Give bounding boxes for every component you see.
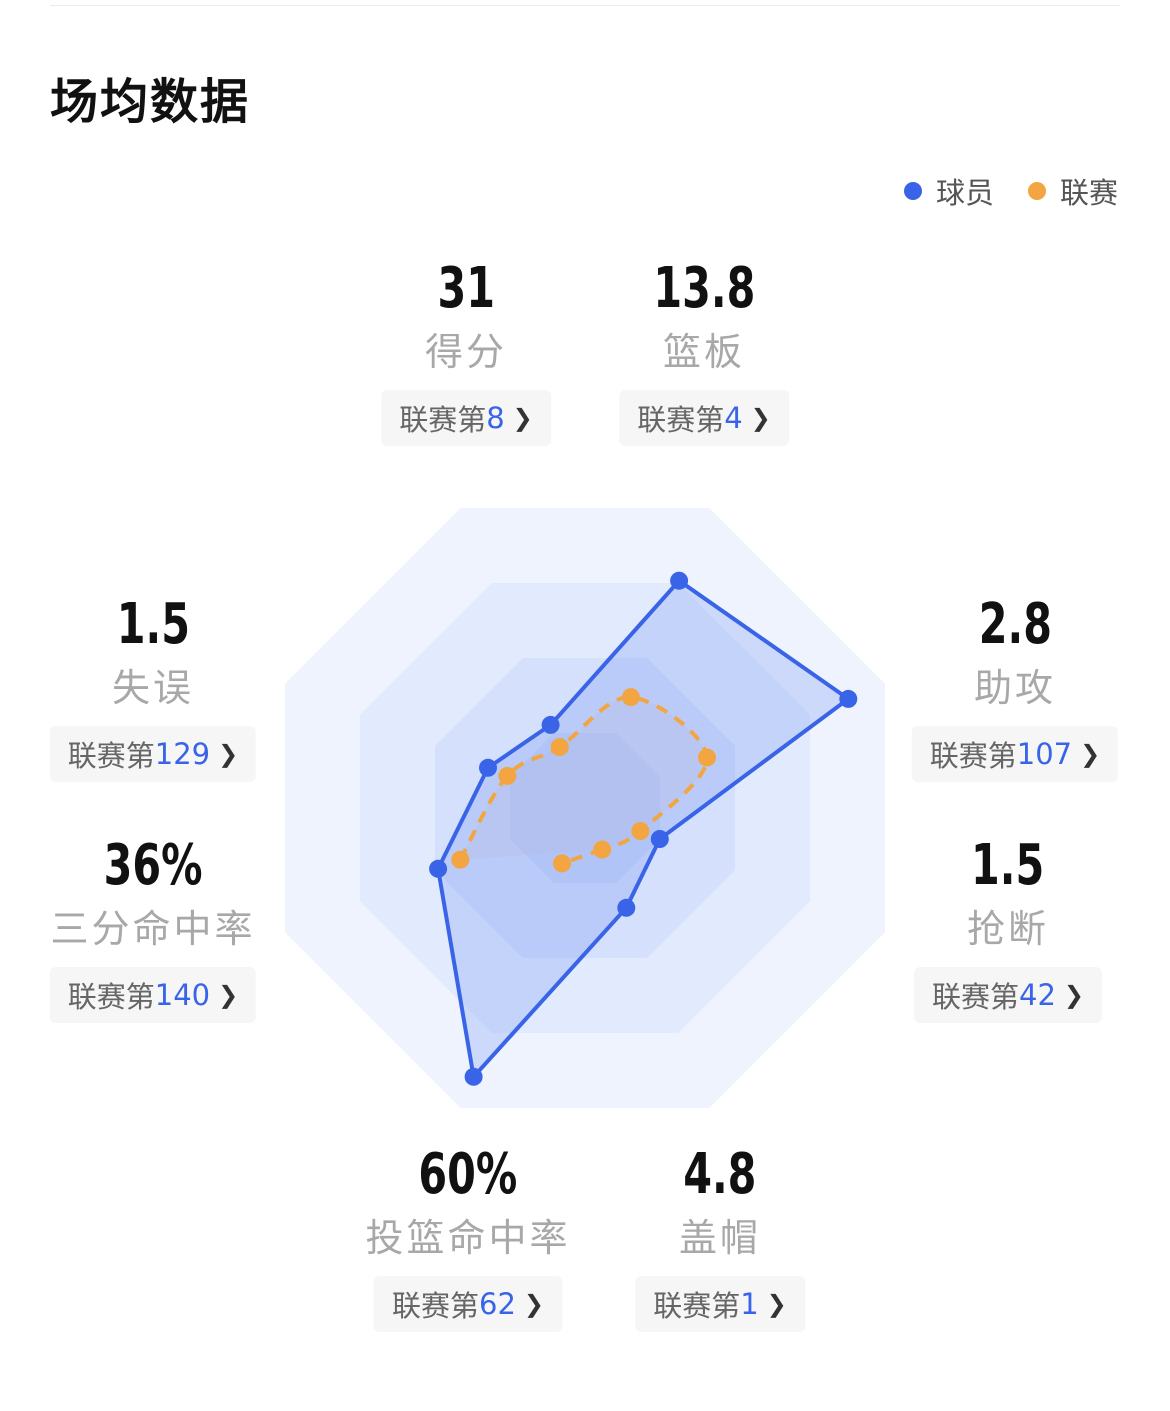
league-point-抢断 xyxy=(593,840,612,859)
radar-ring-4 xyxy=(510,733,660,883)
stat-label: 篮板 xyxy=(662,330,746,374)
stat-assists: 2.8 助攻 联赛第 107 ❯ xyxy=(911,592,1119,782)
legend-dot-player xyxy=(903,182,922,200)
stat-label: 抢断 xyxy=(966,907,1049,951)
rank-number: 62 xyxy=(478,1287,516,1321)
rank-number: 107 xyxy=(1016,737,1073,771)
chart-legend: 球员 联赛 xyxy=(870,170,1118,212)
rank-number: 42 xyxy=(1019,978,1056,1012)
rank-number: 4 xyxy=(724,401,743,435)
league-point-篮板 xyxy=(698,748,716,767)
player-point-篮板 xyxy=(839,689,858,708)
stat-value: 1.5 xyxy=(971,833,1045,898)
rank-number: 140 xyxy=(154,978,211,1012)
top-divider xyxy=(50,5,1120,6)
stat-points: 31 得分 联赛第 8 ❯ xyxy=(381,256,551,446)
chevron-right-icon: ❯ xyxy=(766,1290,787,1318)
rank-number: 1 xyxy=(740,1287,759,1321)
rank-prefix: 联赛第 xyxy=(399,403,487,437)
league-point-三分命中率 xyxy=(498,766,517,785)
stat-value: 1.5 xyxy=(116,592,190,657)
chevron-right-icon: ❯ xyxy=(523,1290,545,1318)
stat-blocks: 4.8 盖帽 联赛第 1 ❯ xyxy=(635,1142,805,1332)
league-point-得分 xyxy=(621,688,640,707)
stat-rebounds: 13.8 篮板 联赛第 4 ❯ xyxy=(619,256,789,446)
legend-dot-league xyxy=(1027,182,1046,200)
rank-button-blocks[interactable]: 联赛第 1 ❯ xyxy=(635,1276,805,1332)
stat-label: 投篮命中率 xyxy=(365,1216,571,1260)
rank-prefix: 联赛第 xyxy=(67,739,155,773)
chevron-right-icon: ❯ xyxy=(750,404,771,432)
rank-button-three-pct[interactable]: 联赛第 140 ❯ xyxy=(49,967,257,1023)
stat-three-pct: 36% 三分命中率 联赛第 140 ❯ xyxy=(49,833,257,1023)
chevron-right-icon: ❯ xyxy=(1080,740,1101,768)
stat-steals: 1.5 抢断 联赛第 42 ❯ xyxy=(913,833,1103,1023)
series-area-league xyxy=(460,697,708,860)
stat-turnovers: 1.5 失误 联赛第 129 ❯ xyxy=(49,592,257,782)
rank-prefix: 联赛第 xyxy=(653,1289,741,1323)
chevron-right-icon: ❯ xyxy=(218,740,239,768)
chevron-right-icon: ❯ xyxy=(218,981,239,1009)
stat-value: 31 xyxy=(437,256,495,321)
player-point-失误 xyxy=(541,715,560,734)
player-point-三分命中率 xyxy=(479,758,497,777)
rank-prefix: 联赛第 xyxy=(391,1289,479,1323)
stat-fg-pct: 60% 投篮命中率 联赛第 62 ❯ xyxy=(365,1142,570,1332)
stat-value: 13.8 xyxy=(653,256,755,321)
stat-label: 得分 xyxy=(424,330,508,374)
player-point-投篮命中率 xyxy=(429,859,448,878)
stat-value: 2.8 xyxy=(978,592,1052,657)
stat-value: 36% xyxy=(103,833,203,898)
league-point-盖帽 xyxy=(553,854,571,873)
stat-value: 60% xyxy=(418,1142,518,1207)
stat-label: 盖帽 xyxy=(678,1216,762,1260)
rank-number: 8 xyxy=(486,401,505,435)
stat-value: 4.8 xyxy=(683,1142,757,1207)
player-point-助攻 xyxy=(650,830,669,848)
rank-prefix: 联赛第 xyxy=(929,739,1017,773)
chevron-right-icon: ❯ xyxy=(512,404,533,432)
stat-label: 三分命中率 xyxy=(50,907,256,951)
rank-prefix: 联赛第 xyxy=(931,980,1019,1014)
rank-button-fg-pct[interactable]: 联赛第 62 ❯ xyxy=(373,1276,563,1332)
rank-button-rebounds[interactable]: 联赛第 4 ❯ xyxy=(619,390,789,446)
rank-prefix: 联赛第 xyxy=(637,403,725,437)
rank-button-steals[interactable]: 联赛第 42 ❯ xyxy=(913,967,1103,1023)
legend-item-league: 联赛 xyxy=(1027,170,1118,212)
chevron-right-icon: ❯ xyxy=(1063,981,1085,1009)
player-point-抢断 xyxy=(617,898,636,917)
league-point-失误 xyxy=(550,738,569,756)
legend-item-player: 球员 xyxy=(903,170,994,212)
rank-button-assists[interactable]: 联赛第 107 ❯ xyxy=(911,726,1119,782)
legend-label-player: 球员 xyxy=(935,176,994,210)
rank-number: 129 xyxy=(154,737,211,771)
stat-label: 助攻 xyxy=(973,666,1057,710)
player-point-得分 xyxy=(670,571,689,590)
league-point-助攻 xyxy=(631,822,650,840)
page-title: 场均数据 xyxy=(50,74,251,130)
stat-label: 失误 xyxy=(111,666,195,710)
player-point-盖帽 xyxy=(464,1067,483,1086)
rank-prefix: 联赛第 xyxy=(67,980,155,1014)
rank-button-turnovers[interactable]: 联赛第 129 ❯ xyxy=(49,726,257,782)
rank-button-points[interactable]: 联赛第 8 ❯ xyxy=(381,390,551,446)
legend-label-league: 联赛 xyxy=(1059,176,1118,210)
league-point-投篮命中率 xyxy=(451,850,470,869)
